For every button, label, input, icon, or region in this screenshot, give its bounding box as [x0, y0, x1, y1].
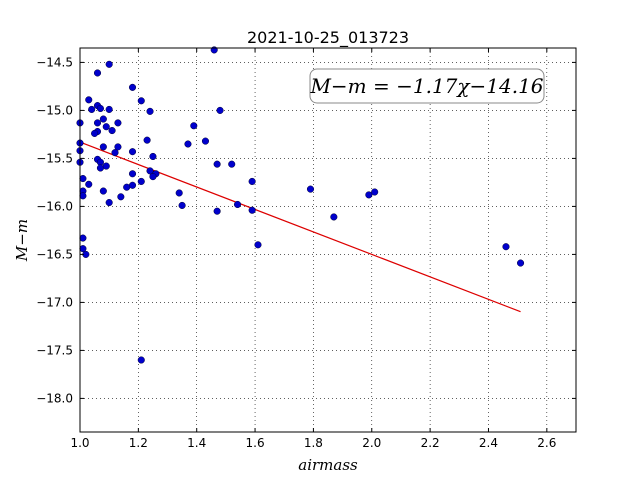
x-tick-label: 1.4 — [187, 436, 206, 450]
data-point — [146, 167, 154, 175]
y-axis-ticks: −14.5 −15.0 −15.5 −16.0 −16.5 −17.0 −17.5 −18.0 — [36, 55, 576, 405]
data-point — [137, 356, 145, 364]
data-point — [79, 192, 87, 200]
data-point — [105, 60, 113, 68]
data-point — [79, 234, 87, 242]
y-tick-label: −17.5 — [36, 343, 73, 357]
data-point — [190, 122, 198, 130]
y-tick-label: −18.0 — [36, 391, 73, 405]
data-point — [128, 148, 137, 156]
data-point — [128, 83, 137, 91]
data-point — [102, 162, 110, 170]
data-point — [96, 104, 104, 113]
data-point — [99, 187, 107, 195]
fit-equation-box: M−m = −1.17χ−14.16 — [309, 68, 545, 104]
x-tick-label: 1.0 — [70, 436, 89, 450]
data-point — [91, 129, 99, 137]
data-point — [99, 115, 107, 123]
fit-line-layer — [79, 141, 521, 313]
data-point — [228, 160, 236, 168]
data-point — [99, 143, 107, 151]
y-tick-label: −14.5 — [36, 55, 73, 69]
fit-equation: M−m = −1.17χ−14.16 — [309, 74, 543, 98]
data-point — [213, 207, 221, 215]
x-tick-label: 2.4 — [479, 436, 498, 450]
x-tick-label: 1.2 — [129, 436, 148, 450]
data-point — [108, 127, 116, 135]
y-tick-label: −15.5 — [36, 151, 73, 165]
data-point — [137, 177, 145, 185]
x-axis-label: airmass — [298, 456, 358, 474]
data-point — [254, 241, 262, 249]
data-point — [85, 180, 93, 188]
data-point — [216, 106, 224, 114]
data-point — [201, 137, 210, 145]
x-axis-ticks: 1.0 1.2 1.4 1.6 1.8 2.0 2.2 2.4 2.6 — [70, 48, 556, 450]
data-point — [248, 206, 256, 214]
data-point — [149, 173, 157, 181]
data-point — [178, 201, 186, 209]
data-point — [146, 107, 154, 115]
grid-lines — [79, 48, 576, 432]
y-axis-label: M−m — [13, 219, 31, 262]
data-point — [123, 183, 131, 191]
data-point — [175, 189, 183, 197]
data-point — [79, 175, 87, 183]
data-point — [117, 193, 125, 201]
data-point — [111, 149, 119, 157]
data-point — [88, 105, 96, 113]
data-point — [213, 160, 221, 168]
y-tick-label: −16.5 — [36, 247, 73, 261]
x-tick-label: 2.0 — [362, 436, 381, 450]
x-tick-label: 2.6 — [537, 436, 556, 450]
data-point — [149, 152, 157, 161]
chart-title: 2021-10-25_013723 — [247, 28, 409, 48]
y-tick-label: −17.0 — [36, 295, 73, 309]
data-point — [371, 188, 379, 196]
data-point — [93, 69, 102, 77]
data-point — [330, 213, 338, 221]
data-point — [184, 140, 192, 148]
data-point — [102, 123, 110, 131]
fit-line — [79, 141, 521, 313]
data-point — [128, 170, 137, 178]
x-tick-label: 2.2 — [421, 436, 440, 450]
x-tick-label: 1.6 — [246, 436, 265, 450]
data-point — [85, 96, 93, 104]
data-point — [114, 143, 122, 151]
data-point — [365, 191, 373, 199]
data-point — [105, 199, 113, 207]
plot-frame — [79, 47, 577, 433]
data-point — [105, 105, 113, 113]
data-point — [248, 177, 256, 185]
data-point — [114, 119, 122, 127]
data-point — [93, 119, 102, 127]
data-point — [234, 200, 242, 209]
data-point — [502, 243, 510, 251]
y-tick-label: −16.0 — [36, 199, 73, 213]
y-tick-label: −15.0 — [36, 103, 73, 117]
data-point — [517, 259, 525, 267]
data-point — [306, 185, 315, 193]
data-point — [143, 136, 151, 144]
data-point — [137, 97, 145, 105]
x-tick-label: 1.8 — [304, 436, 323, 450]
